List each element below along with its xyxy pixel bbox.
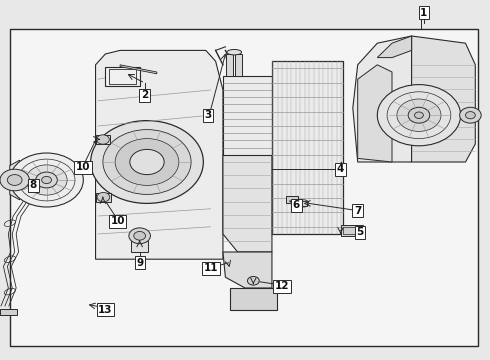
Bar [343, 227, 360, 234]
Polygon shape [412, 36, 475, 162]
Text: 9: 9 [136, 258, 143, 268]
Text: 12: 12 [274, 281, 289, 291]
Polygon shape [223, 155, 272, 252]
Bar [286, 196, 298, 203]
Text: 6: 6 [293, 200, 300, 210]
Circle shape [247, 276, 259, 285]
Bar [272, 61, 343, 234]
Circle shape [408, 107, 430, 123]
Bar [300, 201, 307, 206]
Circle shape [299, 200, 309, 207]
Ellipse shape [227, 50, 242, 55]
Polygon shape [10, 160, 20, 200]
Bar [96, 135, 110, 144]
Circle shape [7, 175, 22, 185]
Bar [235, 54, 242, 76]
Circle shape [91, 121, 203, 203]
Polygon shape [96, 50, 223, 259]
Polygon shape [223, 252, 272, 288]
Bar [0, 309, 17, 315]
Polygon shape [358, 65, 392, 162]
Text: 7: 7 [354, 206, 362, 216]
Circle shape [415, 112, 423, 118]
Text: 2: 2 [141, 90, 148, 100]
Circle shape [42, 176, 51, 184]
Circle shape [466, 112, 475, 119]
Bar [96, 193, 111, 202]
Circle shape [134, 231, 146, 240]
Text: 11: 11 [203, 263, 218, 273]
Circle shape [10, 153, 83, 207]
Circle shape [130, 149, 164, 175]
Polygon shape [120, 65, 157, 74]
Circle shape [103, 130, 191, 194]
Circle shape [460, 107, 481, 123]
Circle shape [129, 228, 150, 244]
Bar [105, 67, 140, 86]
Circle shape [0, 169, 29, 191]
Bar [226, 54, 233, 76]
Bar [10, 29, 478, 346]
Circle shape [377, 85, 461, 146]
Circle shape [26, 165, 67, 195]
Polygon shape [353, 36, 412, 162]
Text: 10: 10 [110, 216, 125, 226]
Text: 5: 5 [357, 227, 364, 237]
Text: 3: 3 [205, 110, 212, 120]
Text: 8: 8 [30, 180, 37, 190]
Circle shape [397, 99, 441, 131]
Polygon shape [377, 36, 412, 58]
Text: 1: 1 [420, 8, 427, 18]
Circle shape [115, 139, 179, 185]
Circle shape [97, 135, 109, 144]
Circle shape [36, 172, 57, 188]
Text: 10: 10 [76, 162, 91, 172]
Text: 4: 4 [337, 164, 344, 174]
Bar [341, 225, 363, 236]
Bar [223, 76, 272, 155]
Bar [131, 241, 148, 252]
Bar [230, 288, 277, 310]
Bar [109, 69, 136, 84]
Circle shape [97, 192, 110, 202]
Text: 13: 13 [98, 305, 113, 315]
